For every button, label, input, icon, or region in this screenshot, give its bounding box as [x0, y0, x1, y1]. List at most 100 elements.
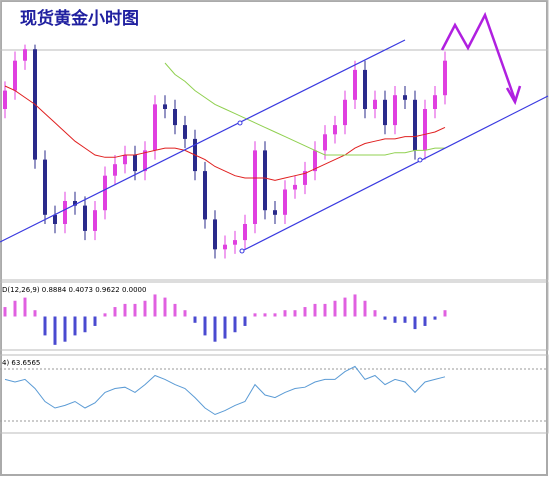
candle-body: [153, 104, 157, 151]
macd-bar: [223, 316, 227, 339]
macd-bar: [243, 316, 247, 326]
macd-bar: [273, 313, 277, 317]
candle-body: [233, 240, 237, 245]
candle-body: [433, 95, 437, 109]
candle-body: [423, 109, 427, 151]
macd-bar: [373, 310, 377, 317]
macd-bar: [153, 294, 157, 317]
macd-bar: [63, 316, 67, 342]
anchor-point: [237, 120, 243, 126]
macd-bar: [13, 300, 17, 317]
candle-body: [273, 210, 277, 215]
candle-body: [43, 159, 47, 215]
macd-bar: [383, 316, 387, 320]
candle-body: [363, 69, 367, 109]
candle-body: [23, 49, 27, 61]
candle-body: [243, 224, 247, 241]
macd-bar: [43, 316, 47, 336]
macd-bar: [93, 316, 97, 326]
macd-bar: [163, 297, 167, 317]
forecast-arrow: [440, 11, 517, 101]
arrow-head: [505, 85, 522, 106]
macd-bar: [3, 307, 7, 317]
rsi-line: [4, 365, 446, 416]
macd-bar: [203, 316, 207, 336]
candle-body: [323, 134, 327, 151]
macd-bar: [103, 313, 107, 317]
macd-bar: [193, 316, 197, 323]
macd-bar: [363, 300, 367, 317]
candle-body: [73, 201, 77, 206]
macd-bar: [333, 300, 337, 317]
macd-bar: [313, 303, 317, 317]
rsi-panel: [0, 354, 549, 434]
macd-panel: [0, 281, 549, 351]
candle-body: [63, 201, 67, 224]
macd-bar: [433, 316, 437, 320]
macd-bar: [173, 303, 177, 317]
candle-body: [123, 155, 127, 165]
candle-body: [203, 171, 207, 220]
candle-body: [253, 150, 257, 224]
macd-bar: [353, 294, 357, 317]
candle-body: [343, 99, 347, 126]
candle-body: [173, 109, 177, 126]
candle-body: [13, 60, 17, 91]
candle-body: [293, 184, 297, 190]
macd-bar: [343, 297, 347, 317]
macd-bar: [73, 316, 77, 336]
macd-bar: [293, 310, 297, 317]
macd-bar: [143, 300, 147, 317]
candle-body: [403, 95, 407, 100]
macd-bar: [403, 316, 407, 323]
macd-bar: [393, 316, 397, 323]
candle-body: [303, 171, 307, 185]
macd-bar: [83, 316, 87, 333]
anchor-point: [417, 157, 423, 163]
macd-bar: [323, 303, 327, 317]
candle-body: [103, 175, 107, 211]
macd-bar: [263, 313, 267, 317]
candle-body: [183, 125, 187, 139]
candle-body: [333, 125, 337, 135]
candle-body: [213, 219, 217, 250]
rsi-label: 4) 63.6565: [2, 359, 40, 367]
macd-bar: [23, 297, 27, 317]
macd-bar: [423, 316, 427, 326]
candle-body: [163, 104, 167, 109]
candle-body: [83, 205, 87, 231]
moving-average: [164, 62, 445, 156]
macd-bar: [133, 303, 137, 317]
macd-bar: [183, 310, 187, 317]
macd-bar: [413, 316, 417, 330]
candle-body: [113, 164, 117, 176]
moving-average: [4, 85, 446, 181]
price-panel: [0, 0, 549, 281]
candle-body: [373, 99, 377, 109]
channel-lower: [239, 95, 549, 253]
candle-body: [93, 210, 97, 231]
candle-body: [413, 99, 417, 151]
macd-bar: [123, 303, 127, 317]
candle-body: [133, 155, 137, 172]
macd-bar: [53, 316, 57, 345]
anchor-point: [239, 248, 245, 254]
macd-bar: [33, 310, 37, 317]
candle-body: [443, 60, 447, 96]
candle-body: [283, 189, 287, 215]
candle-body: [353, 69, 357, 100]
candle-body: [53, 214, 57, 224]
macd-bar: [113, 307, 117, 317]
macd-bar: [283, 310, 287, 317]
macd-bar: [253, 313, 257, 317]
candle-body: [393, 95, 397, 126]
candle-body: [313, 150, 317, 172]
macd-bar: [233, 316, 237, 333]
macd-label: D(12,26,9) 0.8884 0.4073 0.9622 0.0000: [2, 286, 146, 294]
macd-bar: [443, 310, 447, 317]
candle-body: [223, 244, 227, 250]
macd-bar: [213, 316, 217, 342]
chart-title: 现货黄金小时图: [20, 8, 139, 29]
